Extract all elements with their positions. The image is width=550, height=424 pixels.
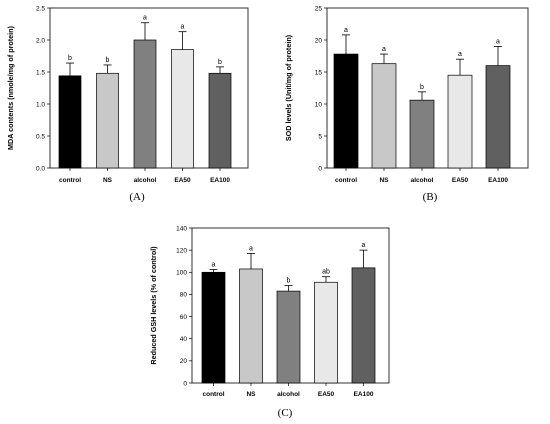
panel-b-ytick-label: 25: [315, 5, 323, 12]
panel-a-significance-control: b: [68, 55, 72, 62]
panel-c-ytick-label: 80: [180, 292, 188, 299]
panel-c-ytick-label: 120: [176, 247, 187, 254]
panel-a-bar-control: [58, 75, 82, 169]
panel-b-category-label-control: control: [335, 177, 357, 184]
panel-c-label: (C): [278, 407, 293, 419]
panel-a-significance-alcohol: a: [143, 15, 147, 22]
panel-c-bar-EA100: [351, 267, 376, 384]
panel-b-bar-NS: [371, 63, 397, 169]
panel-a-ytick-label: 2.5: [36, 5, 45, 12]
panel-b-bar-control: [333, 53, 359, 169]
panel-b-significance-EA100: a: [496, 38, 500, 45]
panel-b-bar-EA100: [485, 65, 511, 169]
panel-a-significance-EA100: b: [218, 59, 222, 66]
panel-c-ytick-label: 140: [176, 225, 187, 232]
panel-c-category-label-control: control: [202, 391, 224, 398]
panel-c-y-axis-title: Reduced GSH levels (% of control): [149, 246, 158, 365]
panel-c-significance-NS: a: [249, 245, 253, 252]
panel-b-ytick-label: 10: [315, 101, 323, 108]
panel-b-bar-alcohol: [409, 99, 435, 169]
panel-c-significance-EA100: a: [362, 242, 366, 249]
panel-a-bar-NS: [96, 72, 119, 169]
panel-a-bar-alcohol: [133, 39, 157, 169]
panel-b-category-label-EA100: EA100: [488, 177, 508, 184]
panel-c-significance-alcohol: b: [287, 278, 291, 285]
panel-c-bar-control: [201, 271, 226, 384]
panel-c-category-label-EA50: EA50: [318, 391, 335, 398]
panel-a-ytick-label: 2.0: [36, 37, 45, 44]
panel-a-category-label-EA100: EA100: [210, 177, 230, 184]
panel-c-category-label-EA100: EA100: [354, 391, 374, 398]
panel-b-category-label-NS: NS: [379, 177, 389, 184]
panel-a-label: (A): [129, 191, 145, 203]
panel-c-ytick-label: 40: [180, 336, 188, 343]
panel-b-bar-EA50: [447, 74, 473, 169]
panel-b-significance-control: a: [344, 27, 348, 34]
panel-b-category-label-alcohol: alcohol: [411, 177, 434, 184]
panel-a-ytick-label: 0.5: [36, 133, 45, 140]
panel-a-bar-EA100: [208, 72, 232, 169]
panel-a-ytick-label: 1.5: [36, 69, 45, 76]
panel-c-bar-EA50: [314, 281, 338, 384]
panel-a-category-label-EA50: EA50: [174, 177, 191, 184]
panel-a-significance-EA50: a: [181, 24, 185, 31]
panel-c-ytick-label: 0: [183, 380, 187, 387]
panel-c-category-label-alcohol: alcohol: [277, 391, 300, 398]
panel-b-significance-alcohol: b: [420, 84, 424, 91]
panel-a-y-axis-title: MDA contents (nmole/mg of protein): [6, 25, 15, 150]
panel-a-category-label-alcohol: alcohol: [134, 177, 157, 184]
panel-a-ytick-label: 1.0: [36, 101, 45, 108]
panel-a-significance-NS: b: [106, 57, 110, 64]
panel-a-ytick-label: 0.0: [36, 165, 45, 172]
panel-a-category-label-NS: NS: [103, 177, 113, 184]
panel-b-ytick-label: 5: [318, 133, 322, 140]
panel-c-bar-NS: [239, 268, 263, 384]
panel-c-category-label-NS: NS: [246, 391, 256, 398]
panel-a-bar-EA50: [171, 49, 194, 169]
panel-c-ytick-label: 60: [180, 314, 188, 321]
panel-c-significance-control: a: [212, 262, 216, 269]
panel-c-bar-alcohol: [276, 290, 301, 384]
panel-c-ytick-label: 100: [176, 270, 187, 277]
panel-b-ytick-label: 20: [315, 37, 323, 44]
panel-b-significance-EA50: a: [458, 51, 462, 58]
panel-b-category-label-EA50: EA50: [452, 177, 469, 184]
panel-c-significance-EA50: ab: [322, 269, 330, 276]
panel-b-y-axis-title: SOD levels (Unit/mg of protein): [284, 34, 293, 141]
panel-b-ytick-label: 0: [318, 165, 322, 172]
panel-c-ytick-label: 20: [180, 358, 188, 365]
panel-b-ytick-label: 15: [315, 69, 323, 76]
panel-b-label: (B): [423, 191, 438, 203]
panel-a-category-label-control: control: [59, 177, 81, 184]
panel-b-significance-NS: a: [382, 46, 386, 53]
